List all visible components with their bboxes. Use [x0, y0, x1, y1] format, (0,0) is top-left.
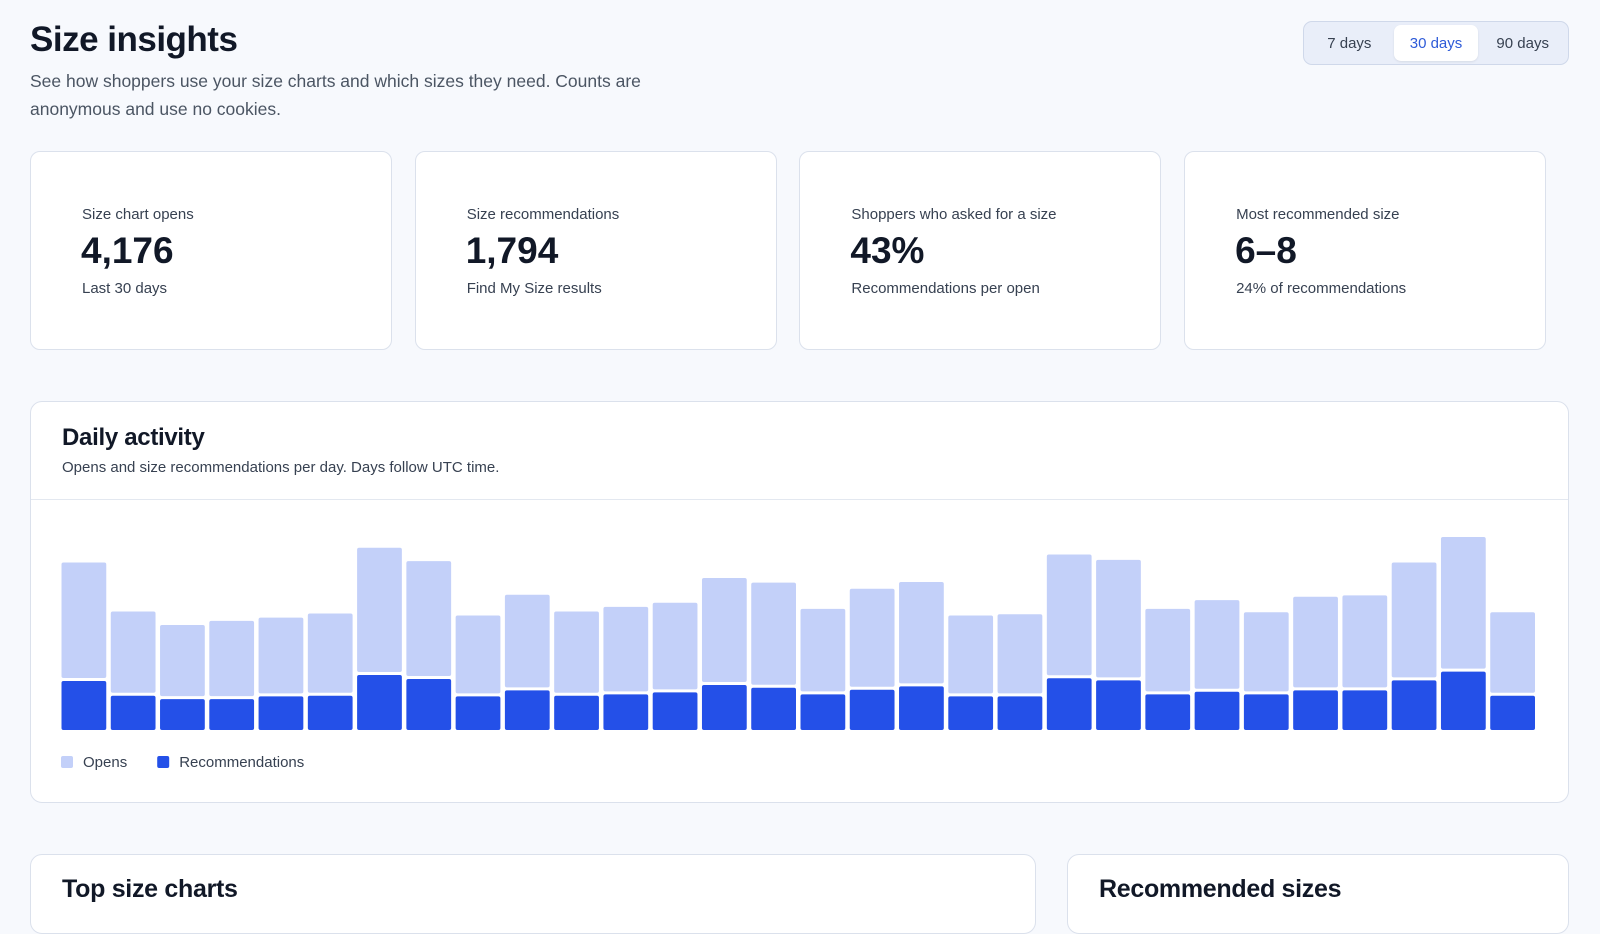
stat-value: 1,794: [465, 230, 559, 271]
range-option[interactable]: 7 days: [1307, 25, 1392, 61]
stat-card: Size chart opens 4,176 Last 30 days: [30, 151, 392, 350]
bar-segment: [110, 611, 156, 693]
bar-segment: [899, 686, 944, 730]
stat-card: Shoppers who asked for a size 43% Recommen…: [799, 151, 1162, 350]
stat-label: Size chart opens: [82, 206, 194, 223]
panel: Top size charts: [30, 854, 1036, 934]
bar-segment: [1046, 554, 1092, 676]
bar-segment: [1342, 595, 1388, 688]
bar-segment: [1293, 690, 1338, 730]
bar-segment: [307, 613, 353, 693]
bar-segment: [160, 624, 205, 697]
stat-note: Find My Size results: [466, 280, 602, 297]
stat-card: Size recommendations 1,794 Find My Size re…: [414, 151, 777, 350]
bar-segment: [1440, 671, 1486, 730]
bar-segment: [751, 582, 796, 685]
page: Size insights See how shoppers use your …: [30, 20, 1569, 934]
bar-segment: [849, 689, 895, 730]
bar-segment: [1490, 612, 1535, 693]
bar-segment: [1391, 680, 1437, 730]
bar-segment: [209, 620, 255, 697]
bar-segment: [61, 562, 107, 678]
bar-segment: [751, 687, 796, 730]
stat-value: 6–8: [1235, 230, 1297, 271]
bar-segment: [948, 696, 994, 730]
bar-segment: [603, 606, 649, 692]
bar-segment: [554, 611, 599, 693]
bar-segment: [997, 696, 1043, 730]
bar-segment: [258, 696, 304, 730]
panel: Recommended sizes: [1067, 854, 1569, 934]
legend-swatch: [157, 756, 170, 768]
activity-panel: Daily activity Opens and size recommenda…: [30, 401, 1569, 803]
bar-segment: [406, 561, 452, 676]
bar-segment: [701, 577, 747, 683]
bar-segment: [1293, 596, 1338, 688]
bar-segment: [1096, 680, 1141, 730]
range-option[interactable]: 90 days: [1480, 25, 1565, 61]
legend-label: Opens: [83, 754, 127, 771]
bar-segment: [110, 695, 156, 730]
stat-value: 43%: [850, 230, 925, 271]
bar-segment: [652, 692, 698, 730]
legend-label: Recommendations: [179, 754, 304, 771]
stat-label: Shoppers who asked for a size: [851, 206, 1057, 223]
bar-segment: [1046, 678, 1092, 730]
bar-segment: [1145, 608, 1191, 692]
stat-value: 4,176: [81, 230, 174, 271]
bar-segment: [849, 588, 895, 687]
bar-segment: [357, 674, 402, 730]
bar-segment: [1194, 600, 1240, 689]
bar-segment: [357, 547, 402, 672]
bar-segment: [504, 594, 550, 688]
bar-segment: [701, 685, 747, 730]
bar-segment: [997, 614, 1043, 694]
bar-segment: [899, 581, 944, 684]
bar-segment: [1194, 691, 1240, 730]
bar-segment: [1243, 612, 1289, 692]
bar-segment: [504, 690, 550, 730]
bar-segment: [61, 680, 107, 730]
divider: [31, 499, 1568, 500]
bar-segment: [1096, 559, 1141, 678]
bar-segment: [160, 699, 205, 730]
bar-segment: [1145, 694, 1191, 730]
legend-swatch: [61, 756, 73, 768]
range-option[interactable]: 30 days: [1393, 25, 1479, 61]
bar-segment: [1391, 562, 1437, 678]
bar-segment: [455, 696, 501, 730]
bar-segment: [1342, 690, 1388, 730]
bar-segment: [800, 608, 846, 692]
chart-title: Daily activity: [62, 424, 205, 451]
panel-title: Top size charts: [62, 875, 238, 903]
range-selector: 7 days 30 days 90 days: [1303, 21, 1569, 65]
stat-note: Last 30 days: [82, 280, 168, 297]
panel-title: Recommended sizes: [1099, 875, 1342, 903]
stat-label: Most recommended size: [1236, 206, 1400, 223]
bar-segment: [258, 617, 304, 694]
stat-label: Size recommendations: [466, 206, 620, 223]
stat-card: Most recommended size 6–8 24% of recommend…: [1184, 151, 1547, 350]
bar-segment: [1440, 537, 1486, 669]
chart-subtitle: Opens and size recommendations per day. …: [62, 459, 500, 476]
bar-segment: [554, 695, 599, 730]
bar-segment: [603, 694, 649, 730]
page-subtitle: See how shoppers use your size charts an…: [30, 71, 641, 119]
bar-segment: [652, 602, 698, 690]
stat-note: Recommendations per open: [851, 280, 1040, 297]
bar-segment: [1243, 694, 1289, 730]
chart: Opens Recommendations: [61, 537, 1535, 771]
bar-segment: [800, 694, 846, 730]
page-title: Size insights: [30, 20, 238, 59]
bar-segment: [455, 615, 501, 694]
bar-segment: [209, 699, 255, 730]
bar-segment: [948, 615, 994, 694]
bar-segment: [1490, 695, 1535, 730]
bar-segment: [406, 678, 452, 730]
bar-segment: [307, 695, 353, 730]
stat-note: 24% of recommendations: [1236, 280, 1407, 297]
